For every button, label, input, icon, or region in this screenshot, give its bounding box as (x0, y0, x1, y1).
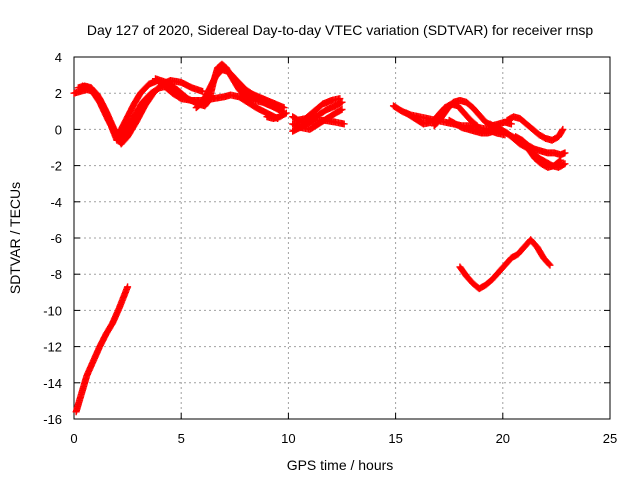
series-arc-t (456, 236, 554, 293)
y-tick-label: -14 (43, 376, 62, 391)
data-point (338, 98, 346, 106)
y-tick-label: 2 (55, 86, 62, 101)
series-arc-c (79, 77, 207, 148)
y-tick-label: -4 (50, 195, 62, 210)
data-point (124, 283, 132, 291)
x-tick-label: 0 (70, 431, 77, 446)
series-arc-s (512, 133, 569, 159)
x-tick-label: 20 (496, 431, 510, 446)
data-point (281, 110, 289, 118)
chart-title: Day 127 of 2020, Sidereal Day-to-day VTE… (87, 22, 593, 38)
series-arc-q (486, 120, 565, 171)
data-point (337, 106, 345, 114)
series-arc-o (430, 96, 515, 130)
y-axis-tick-labels: -16 -14 -12 -10 -8 -6 -4 -2 0 2 4 (43, 50, 62, 427)
series-arc-j (289, 105, 346, 133)
y-tick-label: -6 (50, 231, 62, 246)
data-point (282, 109, 290, 117)
data-point (558, 127, 566, 135)
y-axis-label: SDTVAR / TECUs (7, 182, 23, 294)
y-tick-label: -2 (50, 159, 62, 174)
data-point (556, 157, 564, 165)
data-point (561, 160, 569, 168)
y-tick-label: 0 (55, 122, 62, 137)
data-point (472, 121, 480, 129)
data-point (340, 120, 348, 128)
series-arc-k (293, 95, 344, 124)
data-point (545, 260, 553, 268)
series-arc-g (72, 283, 132, 416)
x-tick-label: 10 (281, 431, 295, 446)
series-arc-l (289, 116, 348, 135)
series-layer (70, 60, 569, 416)
series-arc-r (503, 113, 567, 144)
y-tick-label: -10 (43, 303, 62, 318)
x-tick-label: 15 (388, 431, 402, 446)
series-arc-h (263, 109, 290, 123)
x-axis-label: GPS time / hours (287, 457, 394, 473)
data-point (280, 104, 288, 112)
x-tick-label: 25 (603, 431, 617, 446)
data-point (336, 95, 344, 103)
series-arc-f (237, 86, 288, 112)
data-point (338, 105, 346, 113)
data-point (473, 122, 481, 130)
y-tick-label: -16 (43, 412, 62, 427)
y-tick-label: -8 (50, 267, 62, 282)
y-tick-label: -12 (43, 340, 62, 355)
data-point (560, 161, 568, 169)
data-point (559, 125, 567, 133)
data-point (337, 99, 345, 107)
y-tick-label: 4 (55, 50, 62, 65)
x-tick-label: 5 (178, 431, 185, 446)
data-point (546, 261, 554, 269)
grid (74, 57, 610, 419)
data-point (561, 149, 569, 157)
x-axis-tick-labels: 0 5 10 15 20 25 (70, 431, 617, 446)
